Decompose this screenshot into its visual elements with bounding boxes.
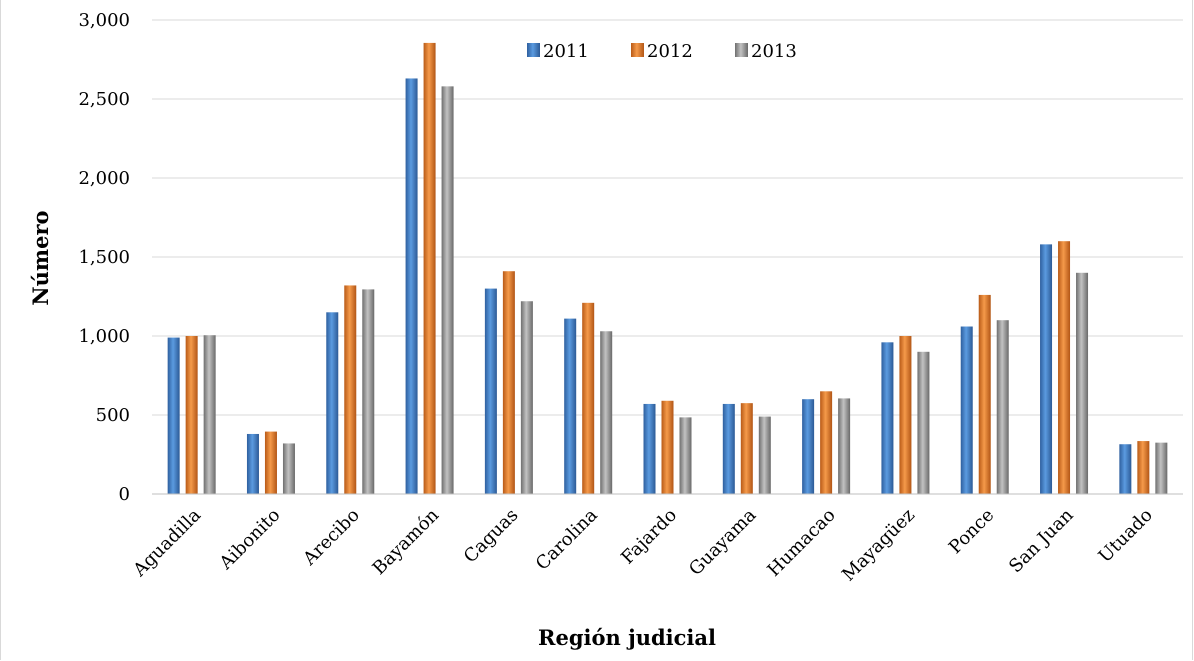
y-tick-label: 1,000 xyxy=(78,326,130,347)
x-tick-label: Caguas xyxy=(460,505,523,568)
bar-2011-caguas xyxy=(484,288,497,494)
bar-2013-humacao xyxy=(838,398,851,494)
bar-2013-san-juan xyxy=(1076,272,1089,494)
bar-2011-utuado xyxy=(1119,444,1132,494)
x-tick-label: Ponce xyxy=(945,505,998,558)
x-tick-label: San Juan xyxy=(1005,504,1078,577)
bar-2011-ponce xyxy=(960,326,973,494)
x-tick-label: Carolina xyxy=(532,505,602,575)
bar-2011-aguadilla xyxy=(167,337,180,494)
x-tick-label: Fajardo xyxy=(617,505,681,569)
bar-2013-utuado xyxy=(1155,442,1168,494)
legend-label: 2012 xyxy=(647,41,693,62)
bar-2012-mayagüez xyxy=(899,336,912,494)
x-tick-label: Guayama xyxy=(685,504,760,579)
y-tick-label: 1,500 xyxy=(78,247,130,268)
bar-2011-carolina xyxy=(564,318,577,494)
bar-2012-bayamón xyxy=(423,42,436,494)
bar-2013-mayagüez xyxy=(917,351,930,494)
x-axis-title: Región judicial xyxy=(538,625,716,650)
bar-2011-san-juan xyxy=(1040,244,1053,494)
bar-2012-caguas xyxy=(502,271,515,494)
x-tick-label: Mayagüez xyxy=(838,505,919,586)
y-axis-ticks: 0 500 1,000 1,500 2,000 2,500 3,000 xyxy=(78,10,130,505)
x-tick-label: Bayamón xyxy=(369,504,444,579)
x-tick-label: Aguadilla xyxy=(129,504,206,581)
bar-2012-guayama xyxy=(740,403,753,494)
legend-swatch xyxy=(735,43,748,57)
gridlines xyxy=(152,19,1183,416)
bar-2012-utuado xyxy=(1137,441,1150,494)
y-tick-label: 2,000 xyxy=(78,168,130,189)
x-tick-label: Utuado xyxy=(1095,505,1157,567)
bars xyxy=(167,42,1168,495)
bar-2013-carolina xyxy=(600,331,613,494)
bar-2013-ponce xyxy=(996,320,1009,494)
y-axis-title: Número xyxy=(28,210,53,305)
bar-2013-aguadilla xyxy=(203,335,216,494)
bar-2011-mayagüez xyxy=(881,342,894,494)
bar-2011-bayamón xyxy=(405,78,418,495)
y-tick-label: 500 xyxy=(96,405,130,426)
bar-2013-fajardo xyxy=(679,417,692,494)
bar-2012-arecibo xyxy=(344,285,357,494)
bar-2011-humacao xyxy=(802,399,815,494)
bar-2012-aibonito xyxy=(264,431,277,494)
y-tick-label: 2,500 xyxy=(78,89,130,110)
bar-2011-fajardo xyxy=(643,403,656,494)
x-tick-label: Aibonito xyxy=(215,505,285,575)
legend-swatch xyxy=(527,43,540,57)
bar-2012-ponce xyxy=(978,294,991,494)
x-tick-label: Humacao xyxy=(763,505,839,581)
x-tick-label: Arecibo xyxy=(298,505,363,570)
bar-2013-arecibo xyxy=(362,289,375,494)
bar-2012-humacao xyxy=(820,391,833,494)
legend-label: 2013 xyxy=(751,41,797,62)
bar-2011-arecibo xyxy=(326,312,339,494)
bar-2012-aguadilla xyxy=(185,336,198,494)
legend-label: 2011 xyxy=(543,41,589,62)
bar-2013-bayamón xyxy=(441,86,454,495)
y-tick-label: 0 xyxy=(119,484,130,505)
x-axis-ticks: Aguadilla Aibonito Arecibo Bayamón Caguas Car… xyxy=(129,504,1157,585)
bar-2012-fajardo xyxy=(661,400,674,494)
bar-2011-guayama xyxy=(722,403,735,494)
legend: 2011 2012 2013 xyxy=(527,41,797,62)
legend-swatch xyxy=(631,43,644,57)
bar-2013-caguas xyxy=(520,301,533,494)
bar-2013-aibonito xyxy=(282,443,295,494)
bar-2013-guayama xyxy=(758,416,771,494)
bar-2012-carolina xyxy=(582,302,595,494)
y-tick-label: 3,000 xyxy=(78,10,130,31)
bar-2011-aibonito xyxy=(246,433,259,494)
bar-2012-san-juan xyxy=(1058,241,1071,494)
